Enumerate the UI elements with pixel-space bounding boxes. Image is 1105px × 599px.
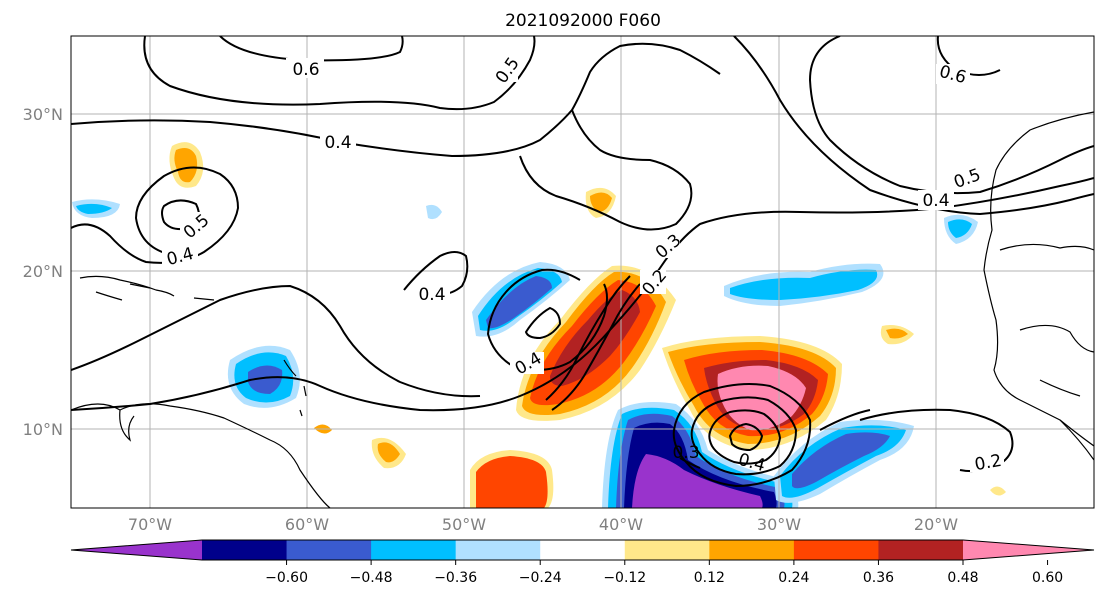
lon-label: 20°W <box>914 515 958 534</box>
colorbar-tick-label: 0.36 <box>863 570 894 586</box>
map-frame <box>70 35 1095 509</box>
contour-label: 0.4 <box>324 133 351 153</box>
colorbar-segment <box>793 540 879 560</box>
contour-label: 0.2 <box>973 451 1003 475</box>
colorbar-segment <box>286 540 372 560</box>
lon-label: 30°W <box>757 515 801 534</box>
colorbar: −0.60 −0.48 −0.36 −0.24 −0.12 0.12 0.24 0.36 0.4… <box>70 539 1095 586</box>
colorbar-tick-label: −0.12 <box>603 570 646 586</box>
lat-label: 10°N <box>23 420 63 439</box>
colorbar-segment <box>878 540 964 560</box>
colorbar-tick-label: 0.60 <box>1032 570 1063 586</box>
lon-label: 70°W <box>128 515 172 534</box>
lat-label: 20°N <box>23 262 63 281</box>
contour-label: 0.6 <box>292 60 319 80</box>
colorbar-segment <box>371 540 457 560</box>
contour-label: 0.4 <box>418 285 445 305</box>
contour-label: 0.3 <box>672 443 699 463</box>
colorbar-tick-label: −0.36 <box>434 570 477 586</box>
lat-label: 30°N <box>23 105 63 124</box>
colorbar-segment <box>455 540 541 560</box>
lon-label: 60°W <box>285 515 329 534</box>
colorbar-tick-label: 0.12 <box>694 570 725 586</box>
lon-label: 50°W <box>442 515 486 534</box>
coastlines <box>71 111 1094 508</box>
colorbar-tick-label: 0.24 <box>778 570 809 586</box>
latitude-labels: 30°N 20°N 10°N <box>23 105 63 439</box>
colorbar-segment <box>540 540 626 560</box>
colorbar-tick-label: −0.60 <box>265 570 308 586</box>
map-background <box>71 36 1094 508</box>
longitude-labels: 70°W 60°W 50°W 40°W 30°W 20°W <box>128 515 958 534</box>
colorbar-tick-label: −0.24 <box>519 570 562 586</box>
colorbar-segment <box>202 540 288 560</box>
contour-label: 0.4 <box>922 191 949 211</box>
colorbar-outline <box>70 539 1095 561</box>
colorbar-extend-max <box>963 540 1094 560</box>
shaded-anomalies <box>72 142 1006 508</box>
colorbar-tick-label: 0.48 <box>947 570 978 586</box>
lon-label: 40°W <box>599 515 643 534</box>
figure-title: 2021092000 F060 <box>505 11 661 31</box>
colorbar-segment <box>624 540 710 560</box>
colorbar-extend-min <box>71 540 202 560</box>
contour-labels: 0.6 0.5 0.6 0.4 0.5 0.4 0.5 0.4 0.4 0.3 … <box>162 54 1004 476</box>
colorbar-segment <box>709 540 795 560</box>
colorbar-tick-label: −0.48 <box>350 570 393 586</box>
graticule <box>71 36 1094 508</box>
